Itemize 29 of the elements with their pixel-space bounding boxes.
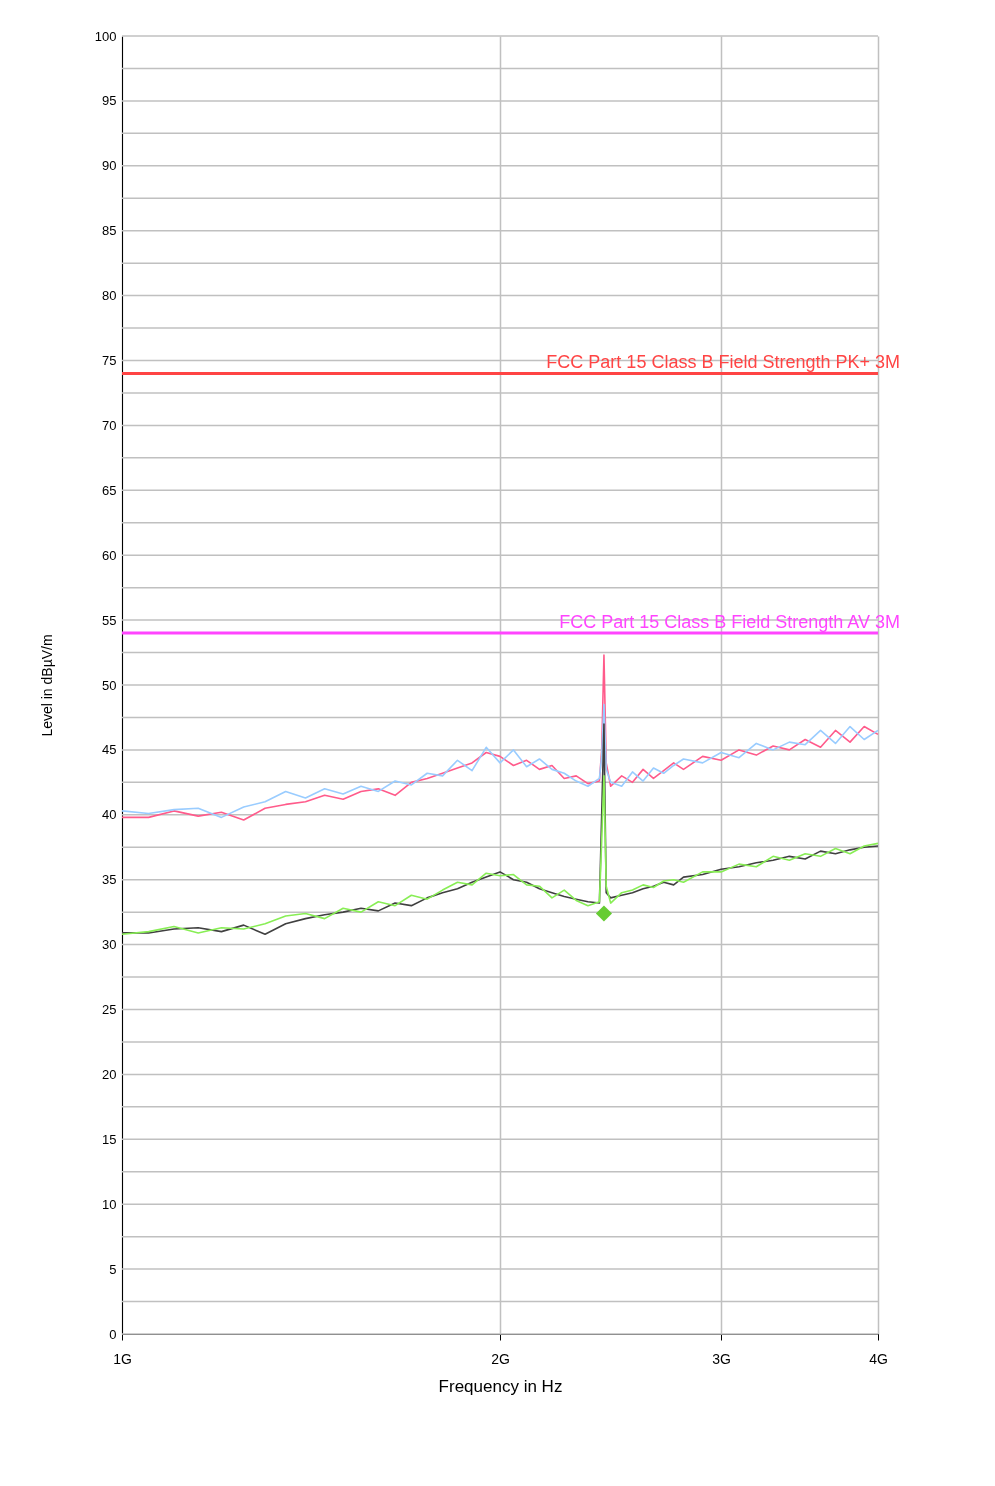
y-tick-label: 35: [102, 872, 117, 888]
ref-line-label: FCC Part 15 Class B Field Strength AV 3M: [559, 612, 900, 633]
y-tick-label: 0: [109, 1326, 117, 1342]
y-tick-label: 50: [102, 677, 117, 693]
y-tick-label: 15: [102, 1131, 117, 1147]
x-tick-label: 3G: [712, 1350, 731, 1367]
x-tick-label: 4G: [869, 1350, 888, 1367]
y-tick-label: 20: [102, 1066, 117, 1082]
y-tick-label: 75: [102, 353, 117, 368]
y-tick-label: 5: [109, 1261, 117, 1277]
y-tick-label: 10: [102, 1196, 117, 1212]
y-tick-label: 30: [102, 937, 117, 953]
y-tick-label: 85: [102, 223, 117, 239]
y-tick-label: 90: [102, 158, 117, 174]
y-axis-title: Level in dBµV/m: [38, 634, 55, 737]
y-tick-label: 65: [102, 482, 117, 498]
y-tick-label: 60: [102, 547, 117, 563]
x-axis-title: Frequency in Hz: [438, 1376, 563, 1396]
y-tick-label: 70: [102, 417, 117, 433]
y-tick-label: 45: [102, 742, 117, 758]
y-tick-label: 100: [94, 28, 117, 44]
x-tick-label: 1G: [113, 1350, 132, 1367]
x-tick-label: 2G: [491, 1350, 510, 1367]
ref-line-label: FCC Part 15 Class B Field Strength PK+ 3M: [546, 352, 900, 373]
y-tick-label: 25: [102, 1002, 117, 1017]
y-tick-label: 80: [102, 288, 117, 304]
y-tick-label: 95: [102, 93, 117, 109]
y-tick-label: 55: [102, 612, 117, 628]
y-tick-label: 40: [102, 807, 117, 823]
